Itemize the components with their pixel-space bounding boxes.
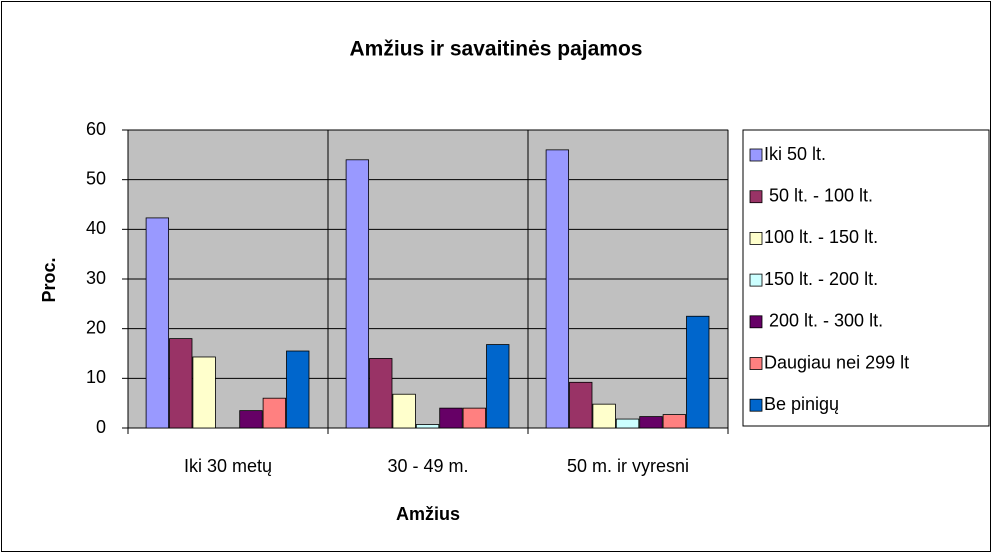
legend-label: Iki 50 lt. [764, 144, 826, 164]
bar [462, 407, 487, 429]
legend-label: Be pinigų [764, 394, 839, 414]
bar [169, 338, 193, 429]
x-axis-title: Amžius [396, 504, 460, 524]
y-tick-label: 20 [86, 317, 106, 337]
bar [415, 424, 440, 429]
y-axis-title: Proc. [39, 257, 59, 302]
y-tick-label: 30 [86, 268, 106, 288]
y-tick-label: 40 [86, 218, 106, 238]
bar [145, 217, 170, 429]
y-tick-label: 10 [86, 367, 106, 387]
legend-label: 200 lt. - 300 lt. [764, 311, 883, 331]
bar [569, 381, 593, 429]
bar [262, 397, 287, 429]
legend-label: 150 lt. - 200 lt. [764, 269, 878, 289]
legend-swatch [749, 231, 763, 245]
bar [662, 414, 686, 429]
bar [639, 416, 663, 429]
bar [369, 358, 393, 429]
bar [486, 344, 510, 429]
legend-swatch [749, 273, 763, 287]
legend-swatch [749, 190, 763, 204]
bar [686, 315, 710, 429]
x-tick-label: 50 m. ir vyresni [567, 456, 689, 476]
bar [592, 403, 616, 429]
bar [239, 410, 263, 429]
legend-label: Daugiau nei 299 lt [764, 352, 909, 372]
legend-label: 50 lt. - 100 lt. [764, 185, 873, 205]
legend-swatch [749, 357, 763, 370]
bar [615, 418, 640, 429]
y-tick-label: 60 [86, 119, 106, 139]
legend-label: 100 lt. - 150 lt. [764, 227, 878, 247]
y-tick-label: 0 [96, 417, 106, 437]
bar [192, 356, 216, 429]
legend-swatch [749, 398, 763, 412]
x-tick-label: 30 - 49 m. [387, 456, 468, 476]
bar [545, 149, 569, 429]
bar [345, 159, 370, 429]
bar [439, 407, 463, 429]
legend-swatch [749, 315, 763, 329]
legend-swatch [749, 148, 763, 162]
chart-title: Amžius ir savaitinės pajamos [350, 38, 643, 61]
y-tick-label: 50 [86, 168, 106, 188]
bar [392, 393, 416, 429]
legend-box [742, 129, 990, 427]
x-tick-label: Iki 30 metų [184, 456, 272, 476]
bar [286, 350, 310, 429]
